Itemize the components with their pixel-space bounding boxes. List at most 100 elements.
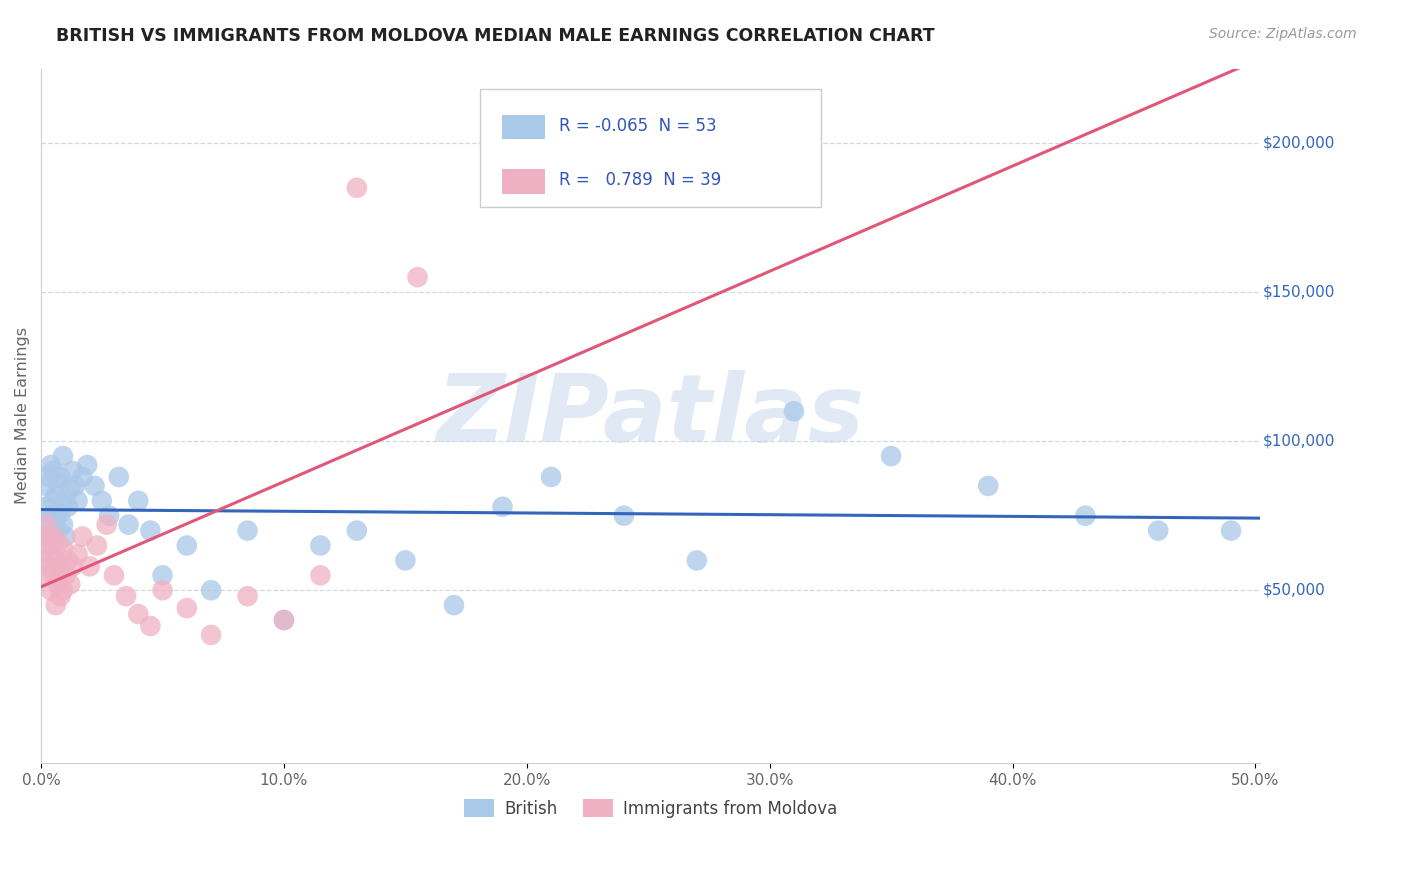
FancyBboxPatch shape xyxy=(479,89,821,208)
Point xyxy=(139,524,162,538)
Text: $100,000: $100,000 xyxy=(1263,434,1336,449)
Point xyxy=(45,553,67,567)
Point xyxy=(55,530,77,544)
Point xyxy=(309,539,332,553)
Text: $50,000: $50,000 xyxy=(1263,582,1326,598)
FancyBboxPatch shape xyxy=(502,115,544,139)
Point xyxy=(127,607,149,621)
Text: ZIPatlas: ZIPatlas xyxy=(437,370,865,462)
Point xyxy=(117,517,139,532)
Point xyxy=(63,479,86,493)
Point xyxy=(62,559,84,574)
Point xyxy=(45,511,67,525)
Point xyxy=(39,548,62,562)
Point xyxy=(176,539,198,553)
Point xyxy=(103,568,125,582)
Point xyxy=(613,508,636,523)
Legend: British, Immigrants from Moldova: British, Immigrants from Moldova xyxy=(458,793,844,824)
Text: BRITISH VS IMMIGRANTS FROM MOLDOVA MEDIAN MALE EARNINGS CORRELATION CHART: BRITISH VS IMMIGRANTS FROM MOLDOVA MEDIA… xyxy=(56,27,935,45)
Point xyxy=(273,613,295,627)
Point xyxy=(86,539,108,553)
Point xyxy=(39,583,62,598)
Point xyxy=(45,598,67,612)
Point xyxy=(309,568,332,582)
Point xyxy=(56,500,79,514)
Point xyxy=(346,181,368,195)
Point xyxy=(42,530,65,544)
Point xyxy=(42,493,65,508)
Point xyxy=(79,559,101,574)
Text: R =   0.789  N = 39: R = 0.789 N = 39 xyxy=(560,171,721,189)
Text: R = -0.065  N = 53: R = -0.065 N = 53 xyxy=(560,117,717,135)
Point xyxy=(49,559,72,574)
Point xyxy=(46,577,69,591)
Point xyxy=(273,613,295,627)
Point xyxy=(200,628,222,642)
Point xyxy=(977,479,1000,493)
Point xyxy=(62,464,84,478)
Point xyxy=(152,568,174,582)
Point xyxy=(98,508,121,523)
Point xyxy=(66,548,89,562)
Point xyxy=(45,488,67,502)
Point xyxy=(200,583,222,598)
Point xyxy=(46,524,69,538)
Point xyxy=(96,517,118,532)
Point xyxy=(55,568,77,582)
Point xyxy=(32,517,55,532)
Point xyxy=(394,553,416,567)
Point xyxy=(42,568,65,582)
Point xyxy=(83,479,105,493)
Point xyxy=(346,524,368,538)
Point xyxy=(236,524,259,538)
Point xyxy=(443,598,465,612)
Point xyxy=(37,530,59,544)
Point xyxy=(52,541,75,556)
Point xyxy=(72,530,94,544)
Point xyxy=(42,539,65,553)
Point xyxy=(139,619,162,633)
Text: $150,000: $150,000 xyxy=(1263,285,1336,300)
Point xyxy=(72,470,94,484)
Y-axis label: Median Male Earnings: Median Male Earnings xyxy=(15,327,30,504)
Point xyxy=(880,449,903,463)
Point xyxy=(1074,508,1097,523)
Text: Source: ZipAtlas.com: Source: ZipAtlas.com xyxy=(1209,27,1357,41)
Point xyxy=(152,583,174,598)
Point xyxy=(39,508,62,523)
Point xyxy=(32,530,55,544)
Point xyxy=(35,517,58,532)
Point xyxy=(52,583,75,598)
Point xyxy=(491,500,513,514)
Point xyxy=(35,500,58,514)
Point xyxy=(37,539,59,553)
Point xyxy=(783,404,806,418)
Point xyxy=(46,475,69,490)
Point xyxy=(90,493,112,508)
Point xyxy=(1147,524,1170,538)
Text: $200,000: $200,000 xyxy=(1263,136,1336,151)
Point xyxy=(42,464,65,478)
Point xyxy=(406,270,429,285)
Point xyxy=(686,553,709,567)
Point xyxy=(55,493,77,508)
Point xyxy=(52,517,75,532)
Point xyxy=(49,589,72,603)
Point xyxy=(59,577,82,591)
Point xyxy=(37,470,59,484)
Point xyxy=(56,553,79,567)
Point xyxy=(52,449,75,463)
Point xyxy=(39,458,62,472)
Point xyxy=(46,535,69,549)
Point xyxy=(1220,524,1243,538)
FancyBboxPatch shape xyxy=(502,169,544,194)
Point xyxy=(35,568,58,582)
Point xyxy=(108,470,131,484)
Point xyxy=(49,470,72,484)
Point xyxy=(76,458,98,472)
Point xyxy=(66,493,89,508)
Point xyxy=(176,601,198,615)
Point xyxy=(115,589,138,603)
Point xyxy=(127,493,149,508)
Point xyxy=(59,482,82,496)
